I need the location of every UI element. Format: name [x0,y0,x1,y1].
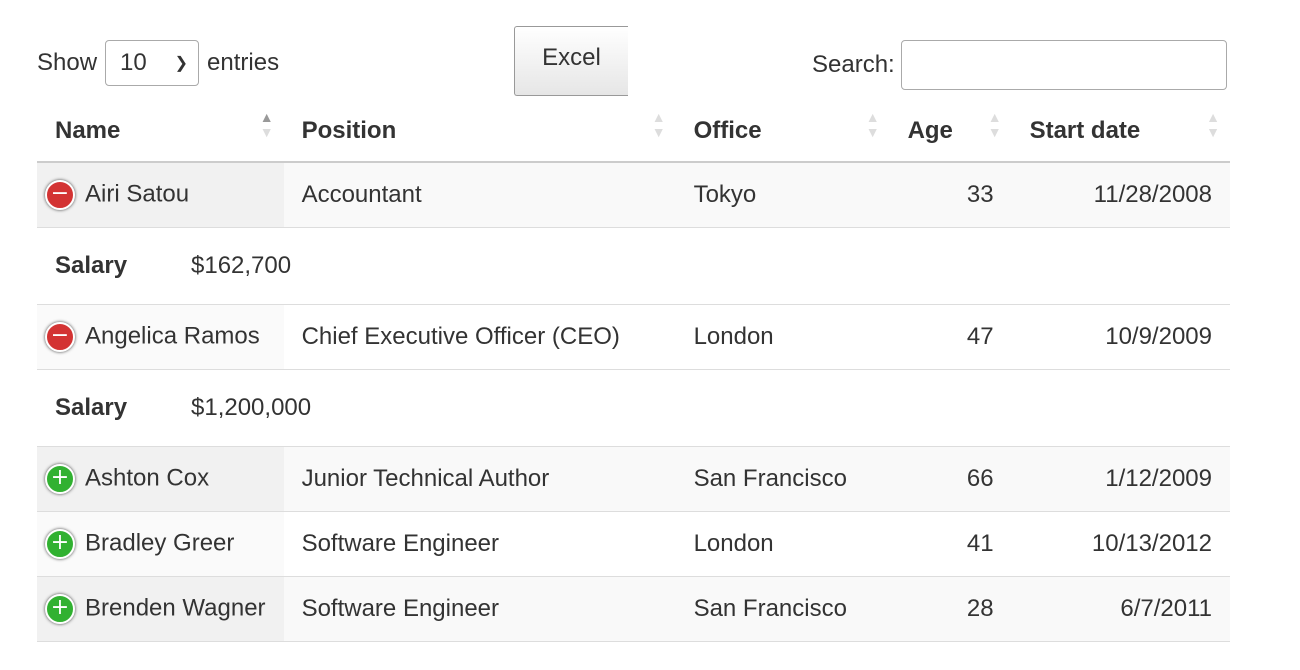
age-cell: 28 [889,576,1012,642]
detail-cell: Salary $162,700 [37,227,1230,305]
search-control: Search: [812,40,1227,90]
name-cell[interactable]: − Airi Satou [37,161,284,228]
name-cell[interactable]: + Ashton Cox [37,446,284,512]
salary-value: $1,200,000 [191,394,312,421]
show-label: Show [37,49,98,76]
detail-label: Salary [55,394,128,421]
header-label: Position [301,116,397,144]
position-cell: Software Engineer [283,576,676,642]
detail-label: Salary [55,252,128,279]
table-row: + Bradley Greer Software Engineer London … [37,511,1230,577]
position-cell: Chief Executive Officer (CEO) [283,304,676,370]
sort-both-icon: ▲ ▼ [865,109,880,140]
header-label: Start date [1029,116,1141,144]
collapse-row-icon[interactable]: − [45,180,75,210]
header-label: Name [55,116,121,144]
table-row: − Angelica Ramos Chief Executive Officer … [37,304,1230,370]
position-cell: Junior Technical Author [283,446,676,512]
position-cell: Software Engineer [283,511,676,577]
header-label: Office [693,116,762,144]
start-date-cell: 10/9/2009 [1011,304,1230,370]
name-cell[interactable]: + Bradley Greer [37,511,284,577]
name-text: Brenden Wagner [85,594,266,622]
column-header-age[interactable]: Age ▲ ▼ [889,100,1012,163]
expand-row-icon[interactable]: + [45,464,75,494]
office-cell: San Francisco [675,576,890,642]
start-date-cell: 11/28/2008 [1011,161,1230,228]
employee-table: Name ▲ ▼ Position ▲ ▼ Office ▲ ▼ Age ▲ ▼ Start d… [37,100,1230,642]
row-detail: Salary $162,700 [37,227,1230,305]
start-date-cell: 1/12/2009 [1011,446,1230,512]
expand-row-icon[interactable]: + [45,594,75,624]
page-length-value: 10 [120,49,147,76]
name-text: Ashton Cox [85,464,210,492]
table-row: − Airi Satou Accountant Tokyo 33 11/28/20… [37,161,1230,228]
name-cell[interactable]: + Brenden Wagner [37,576,284,642]
salary-value: $162,700 [191,252,292,279]
name-text: Angelica Ramos [85,322,260,350]
length-control: Show 10 ❯ entries [37,40,279,86]
search-input[interactable] [900,40,1227,90]
table-row: + Brenden Wagner Software Engineer San Fr… [37,576,1230,642]
search-label: Search: [812,51,895,78]
sort-both-icon: ▲ ▼ [651,109,666,140]
office-cell: Tokyo [675,161,890,228]
position-cell: Accountant [283,161,676,228]
detail-cell: Salary $1,200,000 [37,369,1230,447]
age-cell: 47 [889,304,1012,370]
name-text: Bradley Greer [85,529,235,557]
column-header-position[interactable]: Position ▲ ▼ [283,100,676,163]
table-row: + Ashton Cox Junior Technical Author San … [37,446,1230,512]
entries-label: entries [207,49,280,76]
name-cell[interactable]: − Angelica Ramos [37,304,284,370]
start-date-cell: 6/7/2011 [1011,576,1230,642]
chevron-down-icon: ❯ [174,55,189,72]
name-text: Airi Satou [85,180,190,208]
column-header-office[interactable]: Office ▲ ▼ [675,100,890,163]
page-length-select[interactable]: 10 ❯ [105,40,200,86]
sort-both-icon: ▲ ▼ [1206,109,1220,140]
expand-row-icon[interactable]: + [45,529,75,559]
office-cell: San Francisco [675,446,890,512]
collapse-row-icon[interactable]: − [45,322,75,352]
start-date-cell: 10/13/2012 [1011,511,1230,577]
sort-asc-icon: ▲ ▼ [259,109,274,140]
column-header-start-date[interactable]: Start date ▲ ▼ [1011,100,1230,163]
age-cell: 33 [889,161,1012,228]
header-label: Age [907,116,953,144]
header-row: Name ▲ ▼ Position ▲ ▼ Office ▲ ▼ Age ▲ ▼ Start d… [37,100,1230,163]
row-detail: Salary $1,200,000 [37,369,1230,447]
office-cell: London [675,511,890,577]
excel-export-button[interactable]: Excel [514,26,628,96]
sort-both-icon: ▲ ▼ [987,109,1002,140]
age-cell: 66 [889,446,1012,512]
office-cell: London [675,304,890,370]
column-header-name[interactable]: Name ▲ ▼ [37,100,284,163]
table-body: − Airi Satou Accountant Tokyo 33 11/28/20… [37,161,1230,642]
age-cell: 41 [889,511,1012,577]
